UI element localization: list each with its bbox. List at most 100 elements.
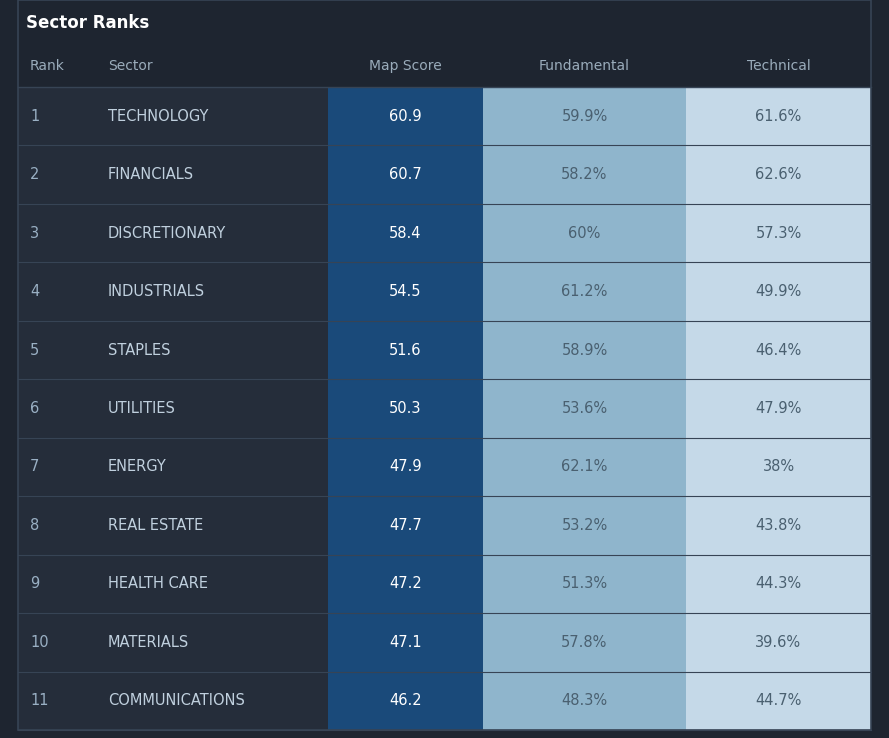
Text: 48.3%: 48.3% — [562, 693, 607, 708]
Text: 11: 11 — [30, 693, 49, 708]
Text: REAL ESTATE: REAL ESTATE — [108, 518, 204, 533]
Text: 58.9%: 58.9% — [561, 342, 607, 357]
Text: UTILITIES: UTILITIES — [108, 401, 176, 416]
Text: 1: 1 — [30, 108, 39, 124]
Text: 60.9: 60.9 — [389, 108, 421, 124]
Text: Technical: Technical — [747, 59, 811, 73]
Bar — [18, 613, 96, 672]
Bar — [328, 145, 483, 204]
Text: HEALTH CARE: HEALTH CARE — [108, 576, 208, 591]
Text: 4: 4 — [30, 284, 39, 299]
Text: 43.8%: 43.8% — [756, 518, 802, 533]
Text: COMMUNICATIONS: COMMUNICATIONS — [108, 693, 244, 708]
Bar — [328, 613, 483, 672]
Text: 39.6%: 39.6% — [756, 635, 802, 650]
Text: Sector: Sector — [108, 59, 153, 73]
Bar — [483, 204, 686, 263]
Text: 47.1: 47.1 — [389, 635, 421, 650]
Bar — [96, 204, 328, 263]
Bar — [686, 438, 871, 496]
Text: 59.9%: 59.9% — [561, 108, 607, 124]
Text: INDUSTRIALS: INDUSTRIALS — [108, 284, 205, 299]
Bar — [0, 0, 889, 45]
Bar — [328, 87, 483, 145]
Text: 53.2%: 53.2% — [561, 518, 607, 533]
Bar — [0, 45, 889, 87]
Text: 54.5: 54.5 — [389, 284, 421, 299]
Text: 5: 5 — [30, 342, 39, 357]
Bar — [483, 613, 686, 672]
Text: 10: 10 — [30, 635, 49, 650]
Bar — [18, 438, 96, 496]
Bar — [96, 87, 328, 145]
Bar — [328, 438, 483, 496]
Bar — [686, 672, 871, 730]
Text: 60%: 60% — [568, 226, 601, 241]
Text: 2: 2 — [30, 168, 39, 182]
Bar — [18, 263, 96, 321]
Text: 62.6%: 62.6% — [756, 168, 802, 182]
Text: 47.9%: 47.9% — [756, 401, 802, 416]
Text: Map Score: Map Score — [369, 59, 442, 73]
Bar — [483, 672, 686, 730]
Text: 46.4%: 46.4% — [756, 342, 802, 357]
Bar — [483, 379, 686, 438]
Text: FINANCIALS: FINANCIALS — [108, 168, 194, 182]
Bar — [686, 204, 871, 263]
Text: 47.9: 47.9 — [389, 460, 421, 475]
Text: 62.1%: 62.1% — [561, 460, 608, 475]
Bar — [686, 87, 871, 145]
Text: 44.3%: 44.3% — [756, 576, 802, 591]
Bar — [328, 321, 483, 379]
Bar — [686, 321, 871, 379]
Bar — [328, 496, 483, 555]
Text: 46.2: 46.2 — [389, 693, 421, 708]
Bar — [18, 204, 96, 263]
Text: 49.9%: 49.9% — [756, 284, 802, 299]
Text: DISCRETIONARY: DISCRETIONARY — [108, 226, 226, 241]
Text: 38%: 38% — [763, 460, 795, 475]
Text: STAPLES: STAPLES — [108, 342, 171, 357]
Bar — [483, 321, 686, 379]
Bar — [686, 379, 871, 438]
Bar — [328, 555, 483, 613]
Bar — [483, 555, 686, 613]
Text: 58.2%: 58.2% — [561, 168, 608, 182]
Bar — [96, 379, 328, 438]
Text: 7: 7 — [30, 460, 39, 475]
Bar — [686, 555, 871, 613]
Bar — [18, 555, 96, 613]
Bar — [328, 204, 483, 263]
Bar — [483, 263, 686, 321]
Bar — [328, 263, 483, 321]
Bar — [96, 672, 328, 730]
Bar — [18, 145, 96, 204]
Bar — [96, 613, 328, 672]
Text: ENERGY: ENERGY — [108, 460, 167, 475]
Bar — [328, 672, 483, 730]
Text: 9: 9 — [30, 576, 39, 591]
Bar — [686, 496, 871, 555]
Bar — [96, 263, 328, 321]
Bar — [18, 379, 96, 438]
Text: 51.3%: 51.3% — [562, 576, 607, 591]
Bar — [483, 145, 686, 204]
Text: TECHNOLOGY: TECHNOLOGY — [108, 108, 208, 124]
Bar — [96, 145, 328, 204]
Bar — [96, 496, 328, 555]
Text: 47.7: 47.7 — [389, 518, 422, 533]
Text: 6: 6 — [30, 401, 39, 416]
Bar — [328, 379, 483, 438]
Bar — [483, 496, 686, 555]
Bar — [96, 438, 328, 496]
Bar — [483, 438, 686, 496]
Text: 61.6%: 61.6% — [756, 108, 802, 124]
Text: Fundamental: Fundamental — [539, 59, 630, 73]
Text: 44.7%: 44.7% — [756, 693, 802, 708]
Text: 53.6%: 53.6% — [562, 401, 607, 416]
Bar — [18, 321, 96, 379]
Bar — [96, 321, 328, 379]
Bar — [18, 672, 96, 730]
Text: 60.7: 60.7 — [389, 168, 422, 182]
Bar — [686, 263, 871, 321]
